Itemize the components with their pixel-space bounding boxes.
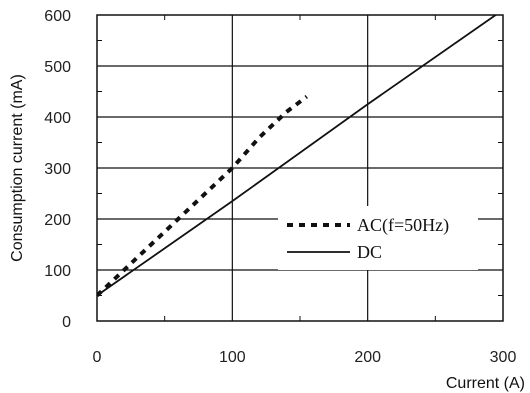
series-group [97, 15, 498, 297]
y-tick-label: 600 [44, 8, 71, 25]
y-tick-label: 200 [44, 212, 71, 229]
y-axis-label: Consumption current (mA) [9, 74, 26, 262]
x-tick-label: 200 [354, 349, 381, 366]
x-tick-labels: 0 100 200 300 [93, 349, 517, 366]
legend-label-dc: DC [357, 242, 382, 262]
x-tick-label: 300 [490, 349, 517, 366]
y-tick-label: 400 [44, 110, 71, 127]
x-tick-label: 100 [219, 349, 246, 366]
y-tick-label: 500 [44, 59, 71, 76]
y-tick-label: 300 [44, 161, 71, 178]
x-axis-label: Current (A) [446, 375, 525, 392]
series-ac-line [97, 95, 308, 297]
x-tick-label: 0 [93, 349, 102, 366]
plot-frame [96, 14, 504, 322]
legend-background [278, 206, 478, 270]
series-dc-line [97, 15, 498, 297]
legend-label-ac: AC(f=50Hz) [357, 215, 449, 236]
y-tick-label: 100 [44, 263, 71, 280]
y-tick-labels: 0 100 200 300 400 500 600 [44, 8, 71, 331]
legend: AC(f=50Hz) DC [278, 206, 478, 270]
y-tick-label: 0 [62, 314, 71, 331]
